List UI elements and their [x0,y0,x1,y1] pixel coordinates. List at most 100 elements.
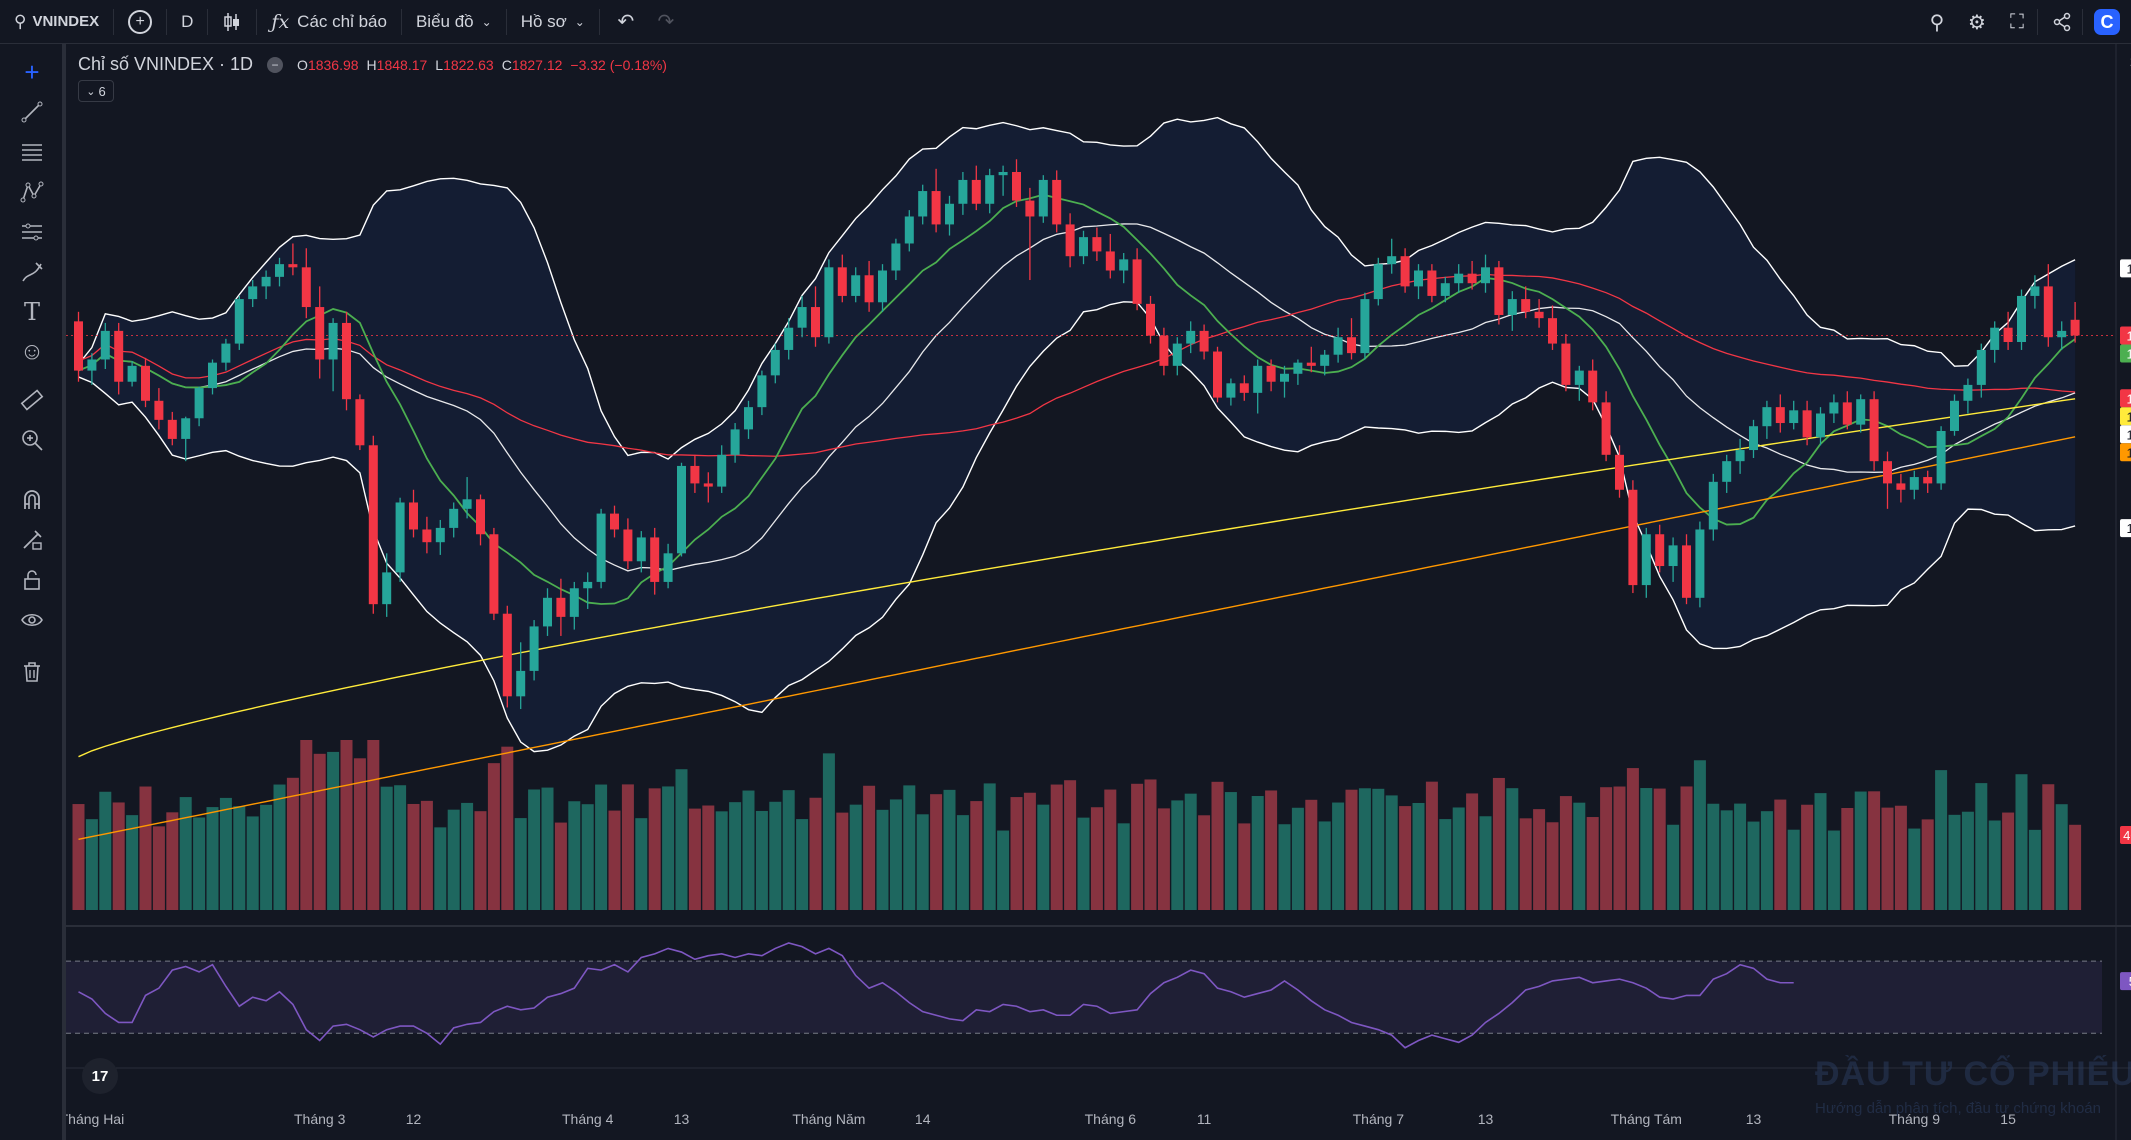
indicators-label: Các chỉ báo [297,11,387,31]
candle-body [275,264,284,277]
candle-body [516,670,526,697]
candle [1561,334,1571,392]
candle [1923,470,1933,493]
candle [221,338,231,371]
volume-bar [1037,804,1050,910]
candle [1534,299,1544,328]
candle-body [301,267,311,308]
fullscreen-icon[interactable]: ⛶ [2010,10,2024,33]
watermark-subtitle: Hướng dẫn phân tích, đầu tư chứng khoán [1815,1100,2101,1117]
candle-body [1266,365,1276,382]
fib-icon[interactable] [14,134,50,170]
candle [1521,286,1531,319]
candle [1869,391,1879,471]
volume-bar [2042,784,2055,910]
volume-bar [1385,795,1398,910]
candle-body [1333,337,1343,355]
candle [543,588,552,636]
pattern-icon[interactable] [14,174,50,210]
indicators-collapse-button[interactable]: ⌄ 6 [78,80,114,102]
candle-body [583,581,593,589]
candle-body [1467,273,1477,284]
indicators-button[interactable]: ƒx Các chỉ báo [257,0,401,44]
bollinger-basis-line [78,223,2076,572]
candle [1065,213,1075,268]
candle-body [1146,303,1155,336]
candle [1440,276,1450,303]
candle [1655,524,1665,573]
candle-body [690,465,700,484]
candle-body [2003,327,2013,342]
candle-body [543,597,552,627]
volume-bar [1693,760,1706,910]
rsi-band-fill [66,961,2102,1034]
volume-bar [1747,821,1760,910]
candle [1159,327,1169,376]
volume-bar [1010,797,1023,910]
share-icon[interactable] [2042,0,2082,44]
legend-collapse-icon[interactable]: − [267,56,284,73]
volume-bar [273,784,286,910]
volume-bar [1399,806,1412,910]
candle [1172,337,1182,376]
tradingview-logo[interactable]: 17 [82,1058,118,1094]
eye-icon[interactable] [14,602,50,638]
compare-button[interactable]: + [114,0,166,44]
measure-icon[interactable] [14,214,50,250]
price-chart[interactable]: 2000.001975.001950.001925.001900.001875.… [66,44,2131,1140]
candle [489,527,499,621]
text-icon[interactable]: T [23,298,40,326]
candle-body [1092,237,1102,252]
volume-bar [1104,789,1117,910]
volume-bar [233,806,246,910]
candle-body [234,299,244,344]
lock-icon[interactable] [14,562,50,598]
candle [1628,480,1638,594]
volume-bar [662,786,675,910]
trendline-icon[interactable] [14,94,50,130]
undo-icon[interactable]: ↶ [617,11,635,33]
candle-body [636,537,646,562]
interval-button[interactable]: D [167,0,207,44]
candle [422,516,432,554]
volume-bar [434,827,447,910]
chart-menu-button[interactable]: Biểu đồ ⌄ [402,0,506,44]
candle-body [1655,534,1665,567]
candle [1601,391,1611,462]
volume-bar [219,797,232,910]
lock-draw-icon[interactable] [14,522,50,558]
crosshair-icon[interactable]: + [24,56,40,87]
trash-icon[interactable] [14,654,50,690]
brush-icon[interactable] [14,254,50,290]
candle [1280,365,1289,398]
ruler-icon[interactable] [14,382,50,418]
candle [1092,227,1102,261]
time-tick-label: Tháng 9 [1889,1111,1941,1127]
volume-bar [1533,809,1546,910]
magnet-icon[interactable] [14,482,50,518]
volume-bar [286,777,299,910]
fx-icon: ƒx [271,10,290,33]
volume-bar [930,794,943,910]
toolbar-divider [207,8,209,35]
candle [824,259,834,344]
redo-icon[interactable]: ↷ [657,11,675,33]
candle [904,210,914,252]
volume-bar [99,791,112,910]
ma-fast-line [78,193,2076,605]
price-label-box [2120,443,2131,462]
candle [100,322,110,370]
zoom-in-icon[interactable] [14,422,50,458]
symbol-search[interactable]: ⚲ VNINDEX [0,0,113,44]
volume-bar [782,790,795,910]
volume-bar [152,826,165,910]
emoji-icon[interactable]: ☺ [19,338,45,365]
candle-body [717,454,727,487]
candle [1373,257,1383,306]
chart-style-button[interactable] [208,0,256,44]
candle [449,502,459,538]
zoom-icon[interactable]: ⚲ [1929,11,1945,34]
volume-bar [1626,768,1639,910]
profile-button[interactable]: Hồ sơ ⌄ [507,0,599,44]
gear-icon[interactable]: ⚙ [1968,11,1986,34]
